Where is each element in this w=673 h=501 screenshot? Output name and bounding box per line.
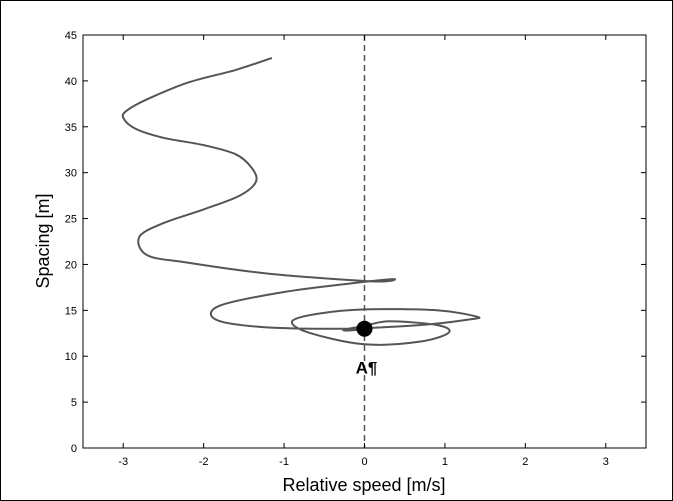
x-tick-label: 2 bbox=[522, 456, 528, 468]
x-tick-label: 1 bbox=[442, 456, 448, 468]
y-tick-label: 25 bbox=[65, 214, 77, 226]
point-a-label: A¶ bbox=[356, 359, 378, 378]
x-axis-label: Relative speed [m/s] bbox=[282, 475, 445, 495]
x-tick-label: 0 bbox=[361, 456, 367, 468]
y-tick-label: 0 bbox=[71, 443, 77, 455]
y-tick-label: 45 bbox=[65, 30, 77, 42]
y-tick-label: 20 bbox=[65, 259, 77, 271]
trajectory-line bbox=[121, 56, 481, 346]
y-tick-label: 5 bbox=[71, 397, 77, 409]
y-tick-label: 15 bbox=[65, 305, 77, 317]
point-a-marker bbox=[356, 320, 373, 337]
x-tick-label: -1 bbox=[279, 456, 289, 468]
y-tick-label: 30 bbox=[65, 168, 77, 180]
x-tick-label: -2 bbox=[199, 456, 209, 468]
x-tick-label: 3 bbox=[603, 456, 609, 468]
y-axis-label: Spacing [m] bbox=[33, 193, 53, 288]
y-tick-label: 40 bbox=[65, 76, 77, 88]
y-tick-label: 35 bbox=[65, 122, 77, 134]
x-tick-label: -3 bbox=[118, 456, 128, 468]
y-tick-label: 10 bbox=[65, 351, 77, 363]
